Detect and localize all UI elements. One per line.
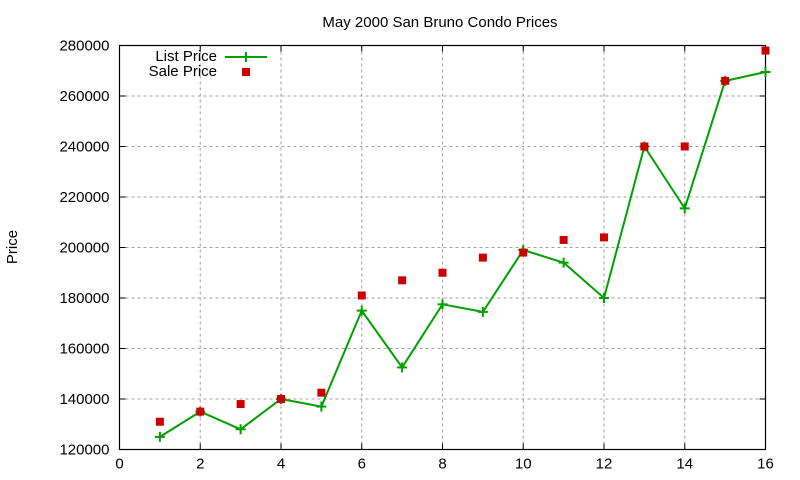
- square-marker-icon: [478, 253, 487, 262]
- square-marker-icon: [277, 395, 285, 403]
- square-marker-icon: [317, 388, 326, 397]
- y-tick-label: 140000: [59, 391, 109, 408]
- y-tick-label: 220000: [59, 189, 109, 206]
- y-tick-label: 280000: [59, 38, 109, 55]
- y-tick-label: 180000: [59, 290, 109, 307]
- y-tick-label: 160000: [59, 341, 109, 358]
- x-tick-label: 12: [596, 456, 613, 473]
- series-list-price: [154, 67, 771, 442]
- square-marker-icon: [398, 276, 407, 285]
- square-marker-icon: [761, 46, 770, 55]
- square-marker-icon: [721, 76, 730, 85]
- x-tick-label: 8: [438, 456, 446, 473]
- square-marker-icon: [357, 291, 366, 300]
- square-marker-icon: [155, 417, 164, 426]
- x-tick-label: 4: [277, 456, 285, 473]
- legend-list-price-label: List Price: [155, 48, 217, 65]
- axis-ticks: 0 2 4 6 8 10 12 14 16 120000 140000 160000 180000 200…: [59, 38, 773, 473]
- y-tick-label: 260000: [59, 88, 109, 105]
- x-tick-label: 6: [358, 456, 366, 473]
- x-tick-label: 10: [515, 456, 532, 473]
- square-marker-icon: [680, 142, 689, 151]
- y-tick-label: 240000: [59, 139, 109, 156]
- square-marker-icon: [236, 400, 245, 409]
- square-marker-icon: [438, 268, 447, 277]
- legend: List Price Sale Price: [149, 48, 267, 80]
- square-marker-icon: [196, 407, 205, 416]
- x-tick-label: 0: [115, 456, 123, 473]
- x-tick-label: 16: [757, 456, 774, 473]
- y-tick-label: 200000: [59, 240, 109, 257]
- data-series: [154, 46, 771, 442]
- legend-sale-price-label: Sale Price: [149, 63, 217, 80]
- x-tick-label: 14: [676, 456, 693, 473]
- square-marker-icon: [600, 233, 608, 242]
- series-sale-price: [155, 46, 770, 426]
- square-marker-icon: [242, 68, 250, 76]
- chart-title: May 2000 San Bruno Condo Prices: [322, 14, 557, 31]
- y-axis-label: Price: [4, 230, 21, 264]
- grid-lines: [119, 45, 766, 450]
- square-marker-icon: [640, 142, 649, 151]
- square-marker-icon: [519, 248, 528, 257]
- x-tick-label: 2: [196, 456, 204, 473]
- y-tick-label: 120000: [59, 442, 109, 459]
- square-marker-icon: [559, 235, 568, 244]
